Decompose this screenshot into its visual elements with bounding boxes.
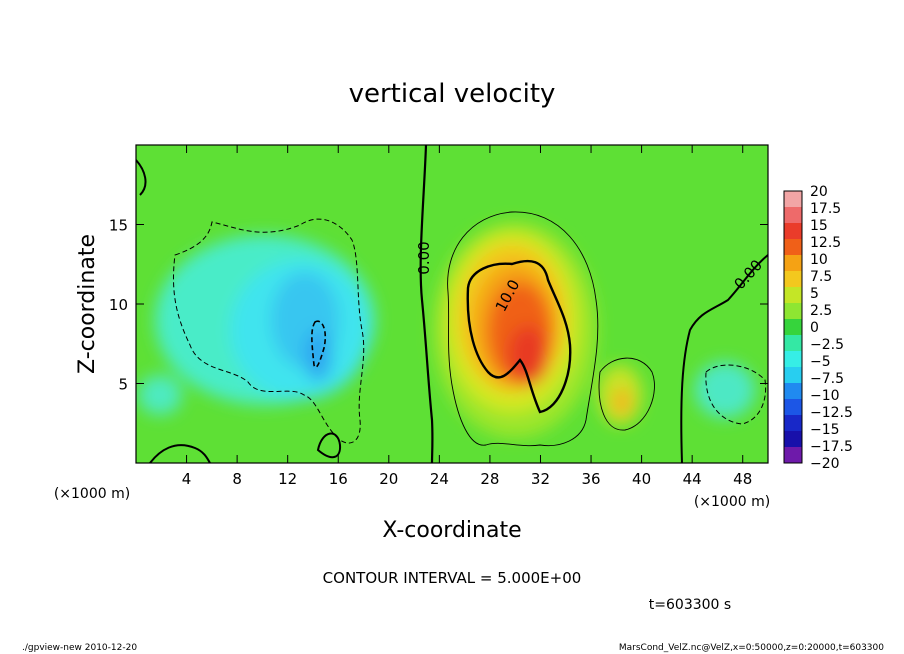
contour-neg-five [172,218,365,444]
colorbar-label-12: −10 [810,388,840,404]
contour-neg-ten [311,320,327,369]
colorbar-swatch-7 [784,303,802,320]
colorbar-label-15: −17.5 [810,439,853,455]
colorbar-swatch-6 [784,287,802,304]
colorbar-label-8: 0 [810,320,819,336]
contour-interval-text: CONTOUR INTERVAL = 5.000E+00 [323,569,582,587]
colorbar-swatch-0 [784,191,802,208]
contour-bottom-blob-2 [316,432,342,459]
contour-five [447,211,599,447]
y-tick-label-0: 5 [118,376,128,394]
colorbar-swatch-2 [784,223,802,240]
contour-zero-right [680,254,768,463]
downdraft-region [138,235,755,418]
colorbar-label-2: 15 [810,218,828,234]
x-tick-label-1: 8 [232,470,242,488]
y-axis-label: Z-coordinate [75,234,100,374]
colorbar-label-16: −20 [810,456,840,472]
contour-zero-center [419,145,434,463]
colorbar-label-13: −12.5 [810,405,853,421]
x-tick-label-3: 16 [329,470,348,488]
x-tick-label-7: 32 [531,470,550,488]
colorbar-swatch-1 [784,207,802,224]
y-axis-unit: (×1000 m) [54,486,130,502]
colorbar-swatch-5 [784,271,802,288]
x-tick-label-6: 28 [480,470,499,488]
time-text: t=603300 s [649,597,731,613]
colorbar-swatch-4 [784,255,802,272]
colorbar-swatch-13 [784,399,802,416]
colorbar-label-3: 12.5 [810,235,841,251]
x-tick-label-2: 12 [278,470,297,488]
colorbar-label-9: −2.5 [810,337,844,353]
colorbar-swatch-3 [784,239,802,256]
colorbar-label-1: 17.5 [810,201,841,217]
colorbar-swatch-16 [784,447,802,464]
contour-five-small [598,357,655,431]
x-tick-label-9: 40 [632,470,651,488]
contour-lines [136,145,768,463]
colorbar-label-14: −15 [810,422,840,438]
colorbar-label-11: −7.5 [810,371,844,387]
y-tick-label-1: 10 [109,296,128,314]
contour-ten [466,259,572,414]
colorbar-swatch-10 [784,351,802,368]
contour-left-edge [136,159,147,196]
footer-right: MarsCond_VelZ.nc@VelZ,x=0:50000,z=0:2000… [619,643,884,653]
colorbar-swatch-14 [784,415,802,432]
colorbar-swatch-8 [784,319,802,336]
colorbar-frame [783,190,803,464]
x-axis: 4 8 12 16 20 24 28 32 36 40 44 48 [182,145,752,488]
x-tick-label-0: 4 [182,470,192,488]
chart-title: vertical velocity [349,79,556,109]
y-tick-label-2: 15 [109,217,128,235]
colorbar: 2017.51512.5107.552.50−2.5−5−7.5−10−12.5… [783,184,853,472]
colorbar-label-6: 5 [810,286,819,302]
x-tick-label-8: 36 [581,470,600,488]
contour-bottom-blob-1 [149,444,211,463]
contour-label-zero-center: 0.00 [415,241,433,274]
x-axis-label: X-coordinate [382,518,521,543]
x-axis-unit: (×1000 m) [694,494,770,510]
footer-left: ./gpview-new 2010-12-20 [22,643,137,653]
y-axis: 5 10 15 [109,217,768,394]
colorbar-swatch-9 [784,335,802,352]
colorbar-swatch-12 [784,383,802,400]
colorbar-label-7: 2.5 [810,303,832,319]
colorbar-label-0: 20 [810,184,828,200]
x-tick-label-10: 44 [683,470,702,488]
colorbar-label-4: 10 [810,252,828,268]
colorbar-swatch-11 [784,367,802,384]
x-tick-label-4: 20 [379,470,398,488]
colorbar-swatch-15 [784,431,802,448]
x-tick-label-11: 48 [733,470,752,488]
colorbar-label-10: −5 [810,354,831,370]
x-tick-label-5: 24 [430,470,449,488]
plot-area: 0.00 10.0 0.00 [136,145,768,463]
colorbar-label-5: 7.5 [810,269,832,285]
